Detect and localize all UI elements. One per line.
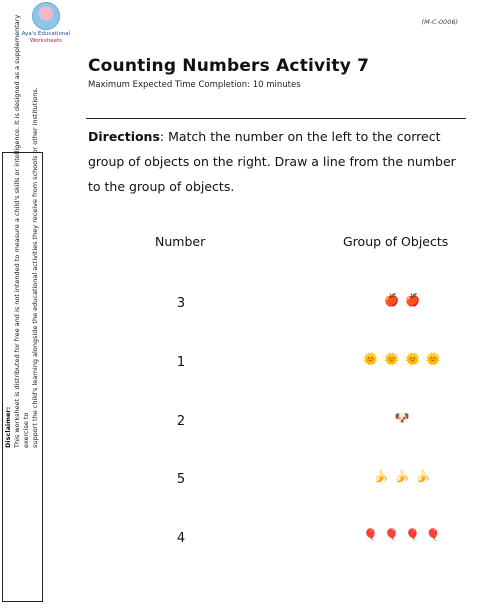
number-row-4: 5 bbox=[176, 472, 186, 487]
directions: Directions: Match the number on the left… bbox=[88, 124, 468, 199]
logo-girl-icon bbox=[32, 2, 60, 30]
disclaimer-line1: This worksheet is distributed for free a… bbox=[13, 14, 30, 448]
object-group-banana-icon: 🍌🍌🍌 bbox=[373, 469, 437, 483]
logo: Aya's Educational Worksheets bbox=[16, 2, 76, 48]
disclaimer-heading: Disclaimer: bbox=[4, 406, 12, 448]
column-header-objects: Group of Objects bbox=[343, 234, 449, 249]
number-row-1: 3 bbox=[176, 296, 186, 311]
object-group-apple-icon: 🍎🍎 bbox=[384, 293, 426, 307]
number-row-3: 2 bbox=[176, 414, 186, 429]
worksheet-code: (M-C-0006) bbox=[421, 18, 458, 26]
directions-text: : Match the number on the left to the co… bbox=[88, 129, 456, 194]
page-title: Counting Numbers Activity 7 bbox=[88, 56, 370, 76]
number-row-2: 1 bbox=[176, 355, 186, 370]
divider bbox=[86, 118, 466, 119]
logo-line2: Worksheets bbox=[29, 38, 63, 44]
page-subtitle: Maximum Expected Time Completion: 10 min… bbox=[88, 80, 301, 90]
object-group-sun-icon: 🌞🌞🌞🌞 bbox=[363, 352, 447, 366]
number-row-5: 4 bbox=[176, 531, 186, 546]
disclaimer: Disclaimer: This worksheet is distribute… bbox=[4, 4, 40, 448]
object-group-balloon-icon: 🎈🎈🎈🎈 bbox=[363, 528, 447, 542]
disclaimer-box bbox=[2, 152, 43, 602]
directions-label: Directions bbox=[88, 129, 160, 144]
column-header-number: Number bbox=[155, 234, 206, 249]
object-group-dog-icon: 🐶 bbox=[394, 411, 416, 425]
logo-line1: Aya's Educational bbox=[21, 31, 71, 37]
disclaimer-line2: support the child's learning alongside t… bbox=[31, 87, 39, 448]
